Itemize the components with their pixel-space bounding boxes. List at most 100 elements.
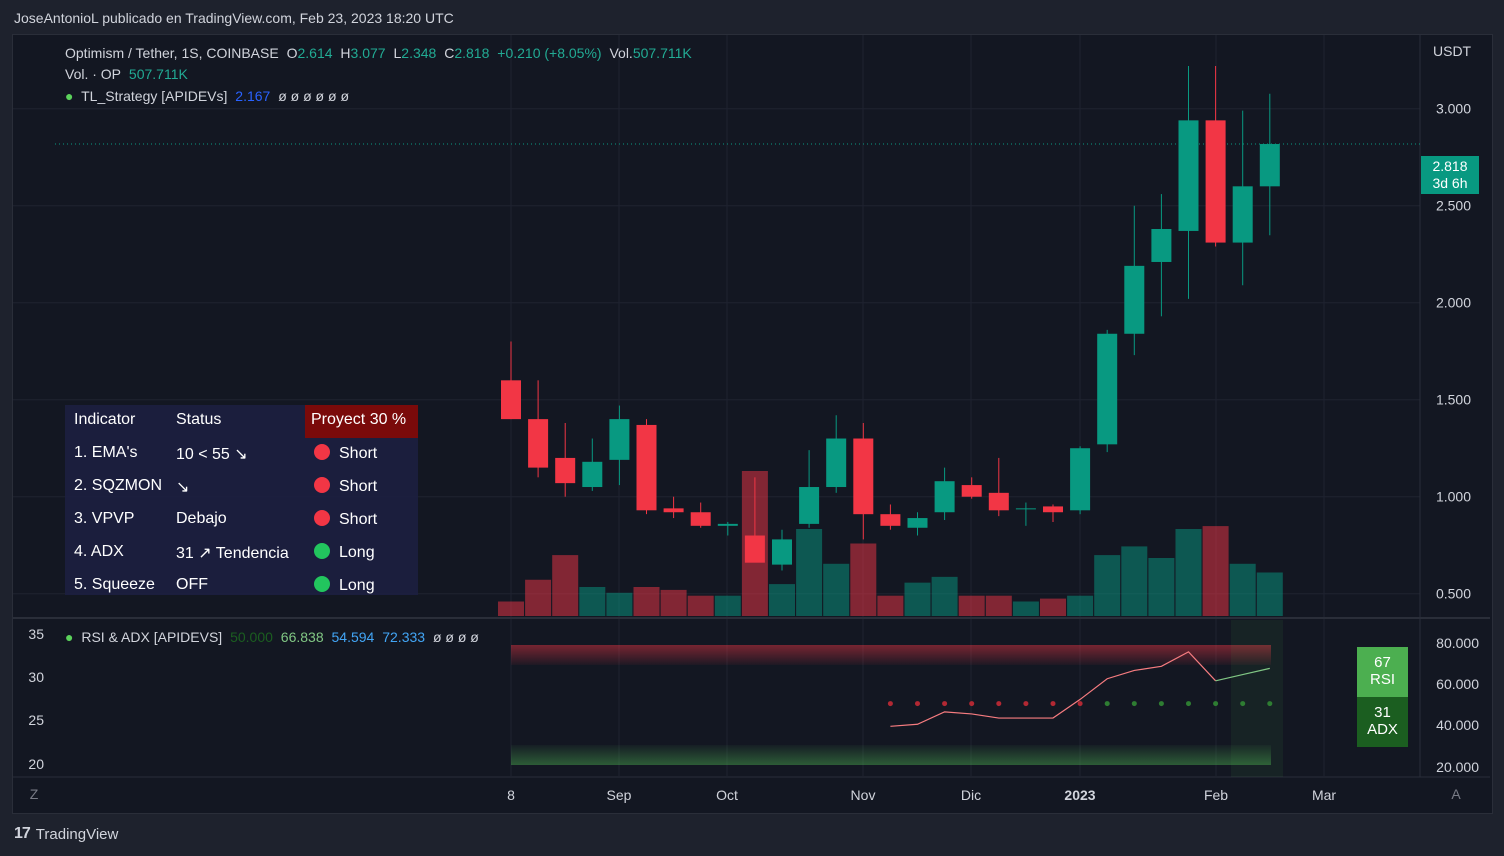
- volume-bar: [796, 529, 823, 616]
- volume-bar: [769, 584, 795, 616]
- row-signal-label: Long: [339, 544, 375, 561]
- row-status: 31 ↗ Tendencia: [176, 545, 289, 562]
- candle-body: [1015, 508, 1036, 510]
- bar-countdown: 3d 6h: [1432, 175, 1468, 191]
- row-indicator: 3. VPVP: [74, 510, 135, 527]
- row-status: ↘: [176, 479, 190, 496]
- row-signal-label: Short: [339, 478, 378, 495]
- y-tick-label: 3.000: [1436, 101, 1471, 117]
- volume-bar: [958, 595, 985, 616]
- adx-dot: [1131, 701, 1137, 707]
- row-status: OFF: [176, 576, 208, 593]
- candle-body: [1232, 186, 1253, 243]
- adx-dot: [996, 701, 1002, 707]
- oversold-band: [511, 745, 1271, 765]
- strategy-legend: ● TL_Strategy [APIDEVs] 2.167 ø ø ø ø ø …: [65, 88, 353, 104]
- candle-body: [1151, 229, 1172, 262]
- header-proyect: Proyect 30 %: [311, 411, 407, 428]
- rsi-bands: [511, 620, 1283, 777]
- table-row: 4. ADX 31 ↗ Tendencia Long: [65, 537, 418, 570]
- volume-bar: [823, 563, 850, 616]
- candle-body: [609, 419, 630, 460]
- rsi-line-bull: [1215, 667, 1270, 682]
- last-price-tag: 2.818 3d 6h: [1421, 156, 1479, 194]
- osc-right-tick-label: 20.000: [1436, 759, 1479, 775]
- high-value: 3.077: [350, 45, 386, 61]
- rsi-value-2: 66.838: [280, 629, 324, 645]
- zoom-reset-button[interactable]: Z: [29, 786, 39, 802]
- volume-bar: [1040, 598, 1066, 616]
- volume-bar: [606, 592, 633, 616]
- row-signal-label: Short: [339, 511, 378, 528]
- vol-value: 507.711K: [632, 45, 692, 61]
- rsi-legend: ● RSI & ADX [APIDEVS] 50.000 66.838 54.5…: [65, 629, 483, 645]
- volume-indicator-value: 507.711K: [128, 66, 188, 82]
- adx-dot: [1023, 701, 1029, 707]
- candle-body: [1043, 506, 1063, 513]
- osc-right-tick-label: 80.000: [1436, 635, 1479, 651]
- volume-bar: [877, 595, 904, 616]
- footer-brand[interactable]: 17 TradingView: [14, 825, 118, 843]
- low-label: L: [393, 45, 402, 61]
- change-value: +0.210 (+8.05%): [497, 45, 602, 61]
- adx-dot: [1050, 701, 1056, 707]
- strategy-name[interactable]: TL_Strategy [APIDEVs]: [81, 88, 228, 104]
- row-signal: Long: [314, 576, 375, 595]
- volume-bar: [1229, 563, 1256, 616]
- frog-icon: ●: [65, 629, 74, 645]
- y-tick-label: 2.000: [1436, 295, 1471, 311]
- close-value: 2.818: [454, 45, 490, 61]
- candle-body: [799, 487, 820, 524]
- tradingview-logo-icon: 17: [14, 825, 31, 842]
- osc-left-tick-label: 30: [28, 669, 44, 685]
- x-tick-label: Nov: [851, 787, 876, 803]
- strategy-null-values: ø ø ø ø ø ø: [278, 88, 349, 104]
- symbol-name[interactable]: Optimism / Tether, 1S, COINBASE: [65, 45, 279, 61]
- table-row: 5. Squeeze OFF Long: [65, 570, 418, 603]
- volume-bar: [1067, 595, 1094, 616]
- volume-bar: [687, 595, 714, 616]
- rsi-badge-value: 67: [1374, 654, 1391, 671]
- close-label: C: [444, 45, 455, 61]
- volume-bar: [552, 555, 579, 616]
- table-row: 1. EMA's 10 < 55 ↘ Short: [65, 438, 418, 471]
- volume-bar: [660, 589, 687, 616]
- row-signal: Long: [314, 543, 375, 562]
- volume-bar: [1148, 558, 1175, 616]
- x-tick-label: 2023: [1064, 787, 1095, 803]
- row-indicator: 4. ADX: [74, 543, 124, 560]
- volume-bar: [633, 587, 660, 616]
- candle-body: [853, 438, 874, 515]
- adx-dot: [887, 701, 893, 707]
- osc-right-tick-label: 40.000: [1436, 717, 1479, 733]
- candle-body: [1178, 120, 1199, 231]
- currency-label[interactable]: USDT: [1433, 43, 1472, 59]
- osc-left-tick-label: 25: [28, 712, 44, 728]
- header-proyect-cell: Proyect 30 %: [305, 405, 418, 438]
- candle-body: [1259, 144, 1280, 187]
- candle-body: [744, 535, 765, 563]
- green-dot-icon: [314, 576, 330, 592]
- candle-body: [690, 512, 711, 526]
- header-indicator: Indicator: [74, 411, 136, 428]
- rsi-null-values: ø ø ø ø: [432, 629, 479, 645]
- rsi-line: [890, 651, 1217, 727]
- adx-badge-value: 31: [1374, 704, 1391, 721]
- vol-label: Vol.: [609, 45, 633, 61]
- last-price: 2.818: [1432, 158, 1468, 174]
- publisher-line: JoseAntonioL publicado en TradingView.co…: [14, 10, 454, 26]
- volume-bars: [498, 471, 1283, 616]
- red-dot-icon: [314, 444, 330, 460]
- table-row: 2. SQZMON ↘ Short: [65, 471, 418, 504]
- candle-body: [988, 492, 1009, 511]
- volume-bar: [1094, 555, 1121, 616]
- row-signal-label: Long: [339, 577, 375, 594]
- volume-bar: [1012, 601, 1039, 616]
- auto-scale-button[interactable]: A: [1451, 786, 1461, 802]
- rsi-indicator-name[interactable]: RSI & ADX [APIDEVS]: [81, 629, 223, 645]
- volume-bar: [1175, 529, 1202, 616]
- green-dot-icon: [314, 543, 330, 559]
- candle-body: [880, 514, 901, 526]
- volume-indicator-name[interactable]: Vol. · OP: [65, 66, 122, 82]
- row-signal-label: Short: [339, 445, 378, 462]
